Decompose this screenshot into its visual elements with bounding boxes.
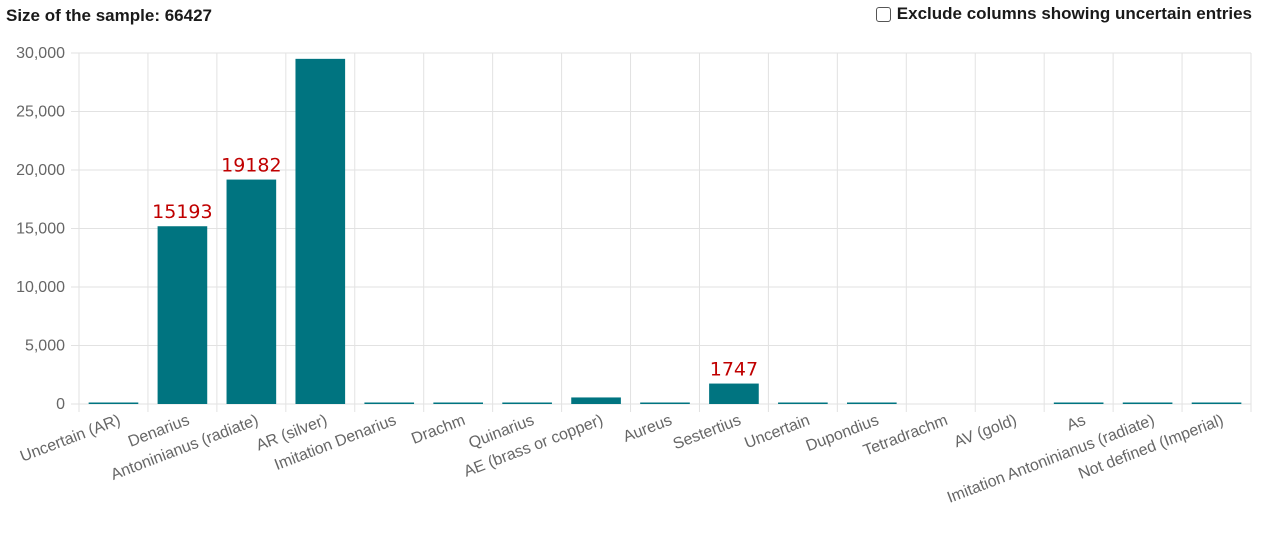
y-axis-ticks: 0 5,000 10,000 15,000 20,000 25,000 30,000 (16, 45, 65, 413)
x-tick-label: As (1065, 412, 1089, 435)
exclude-uncertain-toggle[interactable]: Exclude columns showing uncertain entrie… (875, 4, 1252, 24)
x-tick-label: Uncertain (AR) (18, 412, 123, 466)
bar-drachm[interactable] (433, 402, 483, 405)
bar-uncertain[interactable] (778, 402, 828, 405)
bar-quinarius[interactable] (502, 402, 552, 405)
x-tick-label: AV (gold) (952, 412, 1019, 451)
sample-size-text: Size of the sample: 66427 (6, 6, 212, 25)
x-tick-label: Drachm (409, 412, 467, 448)
bar-ae-brass-or-copper[interactable] (571, 397, 621, 404)
data-label: 19182 (221, 155, 281, 177)
y-tick-label: 15,000 (16, 221, 65, 238)
y-tick-label: 10,000 (16, 279, 65, 296)
data-label: 15193 (152, 201, 212, 223)
y-tick-label: 25,000 (16, 104, 65, 121)
bar-imitation-denarius[interactable] (364, 402, 415, 405)
bar-aureus[interactable] (640, 402, 690, 405)
bar-dupondius[interactable] (847, 402, 897, 405)
bar-sestertius[interactable] (709, 383, 759, 404)
x-tick-label: Sestertius (671, 412, 744, 453)
x-tick-label: Imitation Denarius (272, 412, 398, 474)
x-tick-label: Aureus (621, 412, 674, 446)
data-label: 1747 (710, 359, 758, 381)
chart-bars (88, 58, 1242, 405)
exclude-uncertain-label: Exclude columns showing uncertain entrie… (896, 4, 1252, 23)
bar-as[interactable] (1053, 402, 1104, 405)
bar-imitation-antoninianus-radiate[interactable] (1122, 402, 1173, 405)
y-tick-label: 0 (56, 396, 65, 413)
chart-grid (71, 52, 1252, 412)
bar-uncertain-ar[interactable] (88, 402, 139, 405)
bar-denarius[interactable] (157, 226, 208, 404)
exclude-uncertain-checkbox[interactable] (875, 6, 891, 22)
y-tick-label: 5,000 (25, 338, 65, 355)
bar-not-defined-imperial[interactable] (1191, 402, 1242, 405)
bar-antoninianus-radiate[interactable] (226, 179, 277, 404)
x-tick-label: Uncertain (742, 412, 812, 452)
bar-ar-silver[interactable] (295, 58, 346, 404)
y-tick-label: 30,000 (16, 45, 65, 62)
y-tick-label: 20,000 (16, 162, 65, 179)
data-labels: 15193 19182 1747 (152, 155, 758, 381)
